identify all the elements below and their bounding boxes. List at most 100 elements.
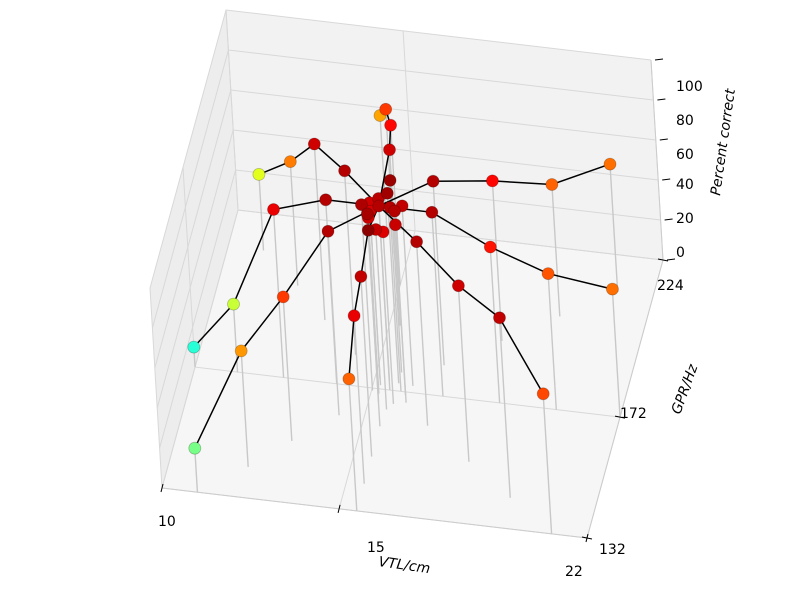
data-point: [361, 223, 375, 237]
drop-line: [547, 273, 557, 410]
data-point: [483, 240, 497, 254]
data-point: [603, 157, 617, 171]
data-point: [227, 297, 240, 311]
z-tick-label: 80: [676, 113, 694, 129]
data-point: [267, 203, 280, 216]
y-tick-label: 172: [620, 406, 647, 422]
drop-line: [389, 207, 402, 392]
data-point: [545, 178, 559, 191]
drop-line: [360, 276, 373, 457]
axis-ticks: [160, 58, 676, 543]
drop-line: [327, 231, 340, 416]
data-point: [188, 441, 202, 455]
drop-line: [369, 211, 382, 386]
drop-line: [375, 229, 388, 410]
x-tick: [337, 504, 341, 513]
x-tick: [160, 483, 164, 493]
z-tick-labels: 0 20 40 60 80 100: [676, 79, 703, 261]
drop-line: [609, 164, 619, 293]
drop-line: [542, 393, 553, 534]
data-point: [380, 186, 394, 200]
data-point: [383, 143, 396, 157]
drop-line: [360, 204, 374, 391]
drop-line: [382, 231, 395, 404]
data-point: [426, 174, 440, 188]
data-point: [234, 344, 248, 358]
y-tick-label: 224: [657, 278, 684, 294]
data-point: [383, 173, 397, 187]
y-tick: [581, 536, 593, 540]
data-point: [536, 387, 550, 401]
data-markers: [187, 102, 619, 455]
drop-line: [386, 193, 400, 384]
drop-line: [367, 217, 380, 394]
y-gridline: [225, 9, 664, 261]
drop-line: [498, 317, 511, 498]
data-point: [347, 309, 361, 323]
z-tick: [654, 58, 664, 61]
data-point: [379, 102, 393, 116]
drop-line: [431, 212, 444, 397]
data-point: [606, 282, 619, 296]
drop-line: [313, 143, 326, 321]
z-tick: [664, 218, 673, 221]
drop-line: [240, 350, 249, 467]
x-tick-labels: 10 15 22: [158, 514, 583, 580]
z-tick: [662, 178, 671, 181]
data-point: [451, 279, 465, 293]
data-point: [425, 205, 439, 219]
data-point: [541, 267, 555, 281]
drop-line: [282, 296, 293, 441]
drop-line: [353, 315, 365, 484]
data-point: [321, 224, 335, 238]
drop-line: [367, 230, 381, 427]
data-point: [354, 198, 368, 212]
drop-line: [611, 289, 621, 418]
data-point: [485, 174, 499, 188]
x-axis-title: VTL/cm: [377, 554, 431, 577]
data-point: [410, 235, 424, 249]
data-point: [187, 340, 201, 354]
z-tick-label: 20: [676, 211, 694, 227]
data-point: [384, 118, 398, 132]
drop-line: [401, 205, 414, 386]
z-tick-label: 100: [676, 79, 703, 95]
z-axis-title: Percent correct: [708, 87, 739, 196]
x-tick-label: 15: [367, 540, 385, 556]
z-tick: [666, 258, 676, 261]
drop-line: [489, 246, 501, 404]
drop-line: [258, 174, 265, 251]
data-point: [252, 167, 266, 181]
data-point: [388, 204, 401, 218]
z-tick: [657, 98, 666, 101]
data-point: [388, 218, 402, 232]
drop-line: [194, 448, 199, 493]
data-point: [276, 290, 290, 304]
y-tick-labels: 132 172 224: [599, 278, 684, 558]
drop-line: [393, 211, 407, 396]
drop-line: [551, 184, 561, 317]
drop-line: [348, 378, 358, 511]
data-point: [360, 207, 374, 221]
drop-line: [457, 285, 470, 462]
back-pane: [226, 10, 663, 260]
y-tick: [614, 415, 626, 419]
z-tick-label: 40: [676, 177, 694, 193]
data-point: [342, 372, 356, 386]
data-point: [283, 155, 297, 169]
data-point: [319, 193, 333, 207]
x-tick-label: 10: [158, 514, 176, 530]
axis-lines: [161, 59, 664, 539]
y-axis-title: GPR/Hz: [669, 362, 702, 417]
data-point: [354, 270, 368, 283]
data-point: [307, 137, 321, 151]
z-axis-line: [650, 59, 664, 261]
z-tick-label: 60: [676, 147, 694, 163]
data-point: [338, 164, 352, 178]
y-tick: [657, 258, 669, 262]
y-tick-label: 132: [599, 542, 626, 558]
drop-line: [289, 161, 299, 286]
z-tick-label: 0: [676, 245, 685, 261]
y-axis-line: [586, 259, 664, 539]
